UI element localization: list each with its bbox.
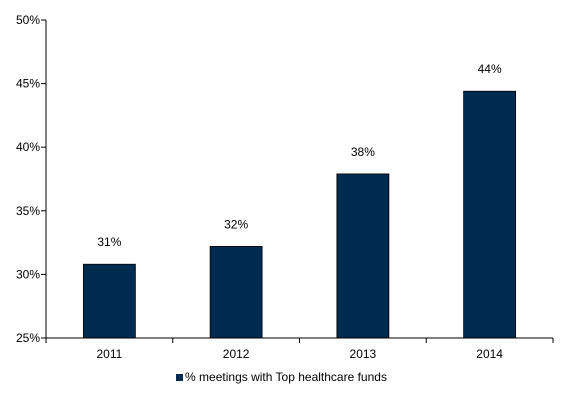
bar-2012 <box>209 246 263 339</box>
bar-value-label: 31% <box>97 235 121 249</box>
bar-value-label: 38% <box>351 145 375 159</box>
x-tick-label: 2014 <box>476 347 503 361</box>
bar-2011 <box>82 263 136 339</box>
y-tick-label: 40% <box>16 140 40 154</box>
bar-value-label: 32% <box>224 217 248 231</box>
legend-label: % meetings with Top healthcare funds <box>185 370 387 384</box>
bar-2014 <box>463 90 517 339</box>
x-tick-label: 2011 <box>96 347 122 361</box>
y-tick-label: 45% <box>16 77 40 91</box>
y-axis-ticks: 25% 30% 35% 40% 45% 50% <box>16 13 46 345</box>
y-tick-label: 25% <box>16 331 40 345</box>
y-tick-label: 35% <box>16 204 40 218</box>
legend: % meetings with Top healthcare funds <box>0 370 563 384</box>
x-tick-label: 2013 <box>350 347 377 361</box>
y-tick-label: 30% <box>16 267 40 281</box>
legend-swatch <box>176 374 184 381</box>
x-tick-label: 2012 <box>223 347 250 361</box>
bar-value-label: 44% <box>478 62 502 76</box>
x-axis-ticks: 2011 2012 2013 2014 <box>45 338 554 361</box>
y-tick-label: 50% <box>16 13 40 27</box>
bars: 31% 32% 38% 44% <box>82 62 517 339</box>
bar-2013 <box>336 173 390 339</box>
